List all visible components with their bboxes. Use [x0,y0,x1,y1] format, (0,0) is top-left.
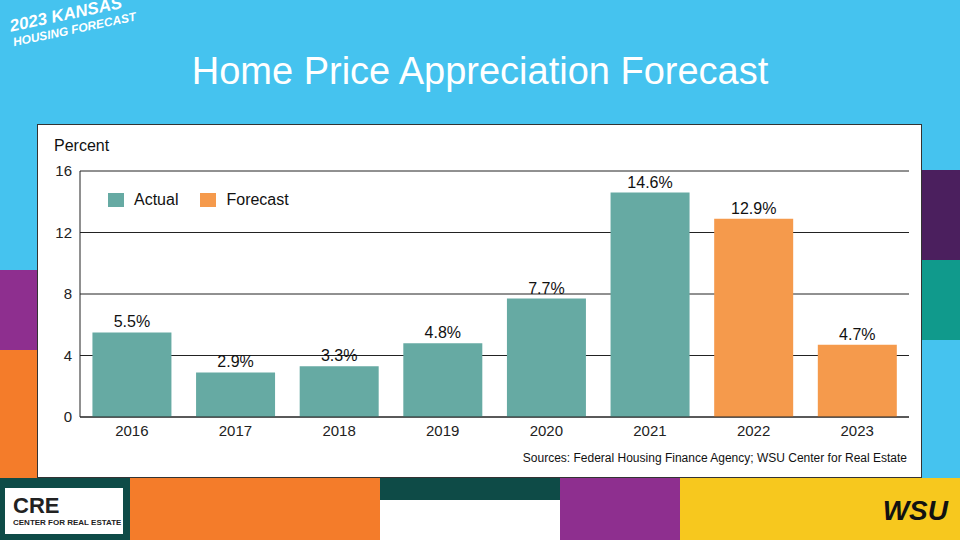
svg-text:4: 4 [64,347,72,364]
html-text:CENTER FOR REAL ESTATE: CENTER FOR REAL ESTATE [13,518,122,527]
svg-text:2022: 2022 [737,422,770,439]
svg-text:5.5%: 5.5% [114,313,150,330]
svg-text:2017: 2017 [219,422,252,439]
svg-text:2018: 2018 [322,422,355,439]
svg-text:3.3%: 3.3% [321,347,357,364]
svg-text:2019: 2019 [426,422,459,439]
svg-text:2021: 2021 [633,422,666,439]
html-text:CRE: CRE [13,493,60,518]
svg-text:2020: 2020 [530,422,563,439]
html-text:Actual: Actual [134,191,179,208]
svg-text:14.6%: 14.6% [627,174,672,191]
html-text:HOUSING FORECAST: HOUSING FORECAST [11,9,138,49]
svg-text:2016: 2016 [115,422,148,439]
svg-text:12: 12 [55,224,72,241]
html-text:Sources: Federal Housing Finan: Sources: Federal Housing Finance Agency;… [522,451,907,465]
svg-text:2023: 2023 [841,422,874,439]
svg-text:16: 16 [55,162,72,179]
svg-text:4.8%: 4.8% [425,324,461,341]
svg-text:7.7%: 7.7% [528,280,564,297]
svg-text:0: 0 [64,408,72,425]
html-text:Home Price Appreciation Foreca: Home Price Appreciation Forecast [191,50,769,92]
svg-text:4.7%: 4.7% [839,326,875,343]
svg-text:8: 8 [64,285,72,302]
html-text:WSU: WSU [882,495,948,526]
html-text:Percent: Percent [54,137,110,154]
html-text:Forecast: Forecast [226,191,289,208]
svg-text:12.9%: 12.9% [731,200,776,217]
svg-text:2.9%: 2.9% [217,353,253,370]
